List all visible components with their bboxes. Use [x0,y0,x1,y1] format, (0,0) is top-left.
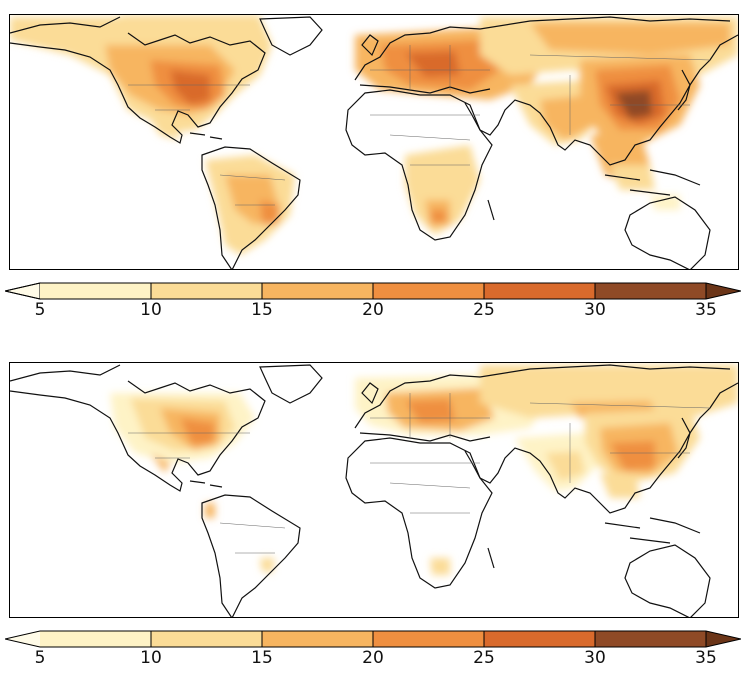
tick-label: 20 [362,300,384,320]
tick-label: 30 [584,300,606,320]
tick-label: 15 [251,300,273,320]
colorbar-bin-5-10 [40,631,151,647]
tick-label: 35 [695,648,717,668]
colorbar-bin-15-20 [262,283,373,299]
tick-label: 5 [34,300,46,320]
colorbar-bin-10-15 [151,283,262,299]
colorbar-min-extension [5,631,40,647]
colorbar-ticks-bottom: 5 10 15 20 25 30 35 [0,648,748,670]
colorbar-min-extension [5,282,41,300]
map-panel-top [9,14,739,270]
tick-label: 5 [34,648,46,668]
tick-label: 20 [362,648,384,668]
colorbar-bin-25-30 [484,631,595,647]
colorbar-bin-5-10 [40,283,151,299]
tick-label: 10 [140,648,162,668]
colorbar-bin-10-15 [151,631,262,647]
colorbar-bottom [5,630,741,648]
colorbar-bin-20-25 [373,283,484,299]
concentration-field-bottom [110,365,738,575]
concentration-field-top [10,15,738,255]
colorbar-max-extension [706,283,741,299]
colorbar-bin-15-20 [262,631,373,647]
coastlines-top [10,16,738,269]
colorbar-bin-30-35 [595,283,706,299]
world-map-bottom [10,364,738,617]
borders-top [128,45,711,206]
colorbar-bin-20-25 [373,631,484,647]
tick-label: 35 [695,300,717,320]
colorbar-max-extension [706,631,741,647]
tick-label: 10 [140,300,162,320]
tick-label: 25 [473,300,495,320]
tick-label: 15 [251,648,273,668]
world-map-top [10,15,738,269]
coastlines-bottom [10,364,738,617]
map-panel-bottom [9,362,739,618]
colorbar-ticks-top: 5 10 15 20 25 30 35 [0,300,748,322]
tick-label: 30 [584,648,606,668]
tick-label: 25 [473,648,495,668]
colorbar-top [5,282,741,300]
borders-bottom [128,393,711,554]
colorbar-bin-30-35 [595,631,706,647]
colorbar-bin-25-30 [484,283,595,299]
